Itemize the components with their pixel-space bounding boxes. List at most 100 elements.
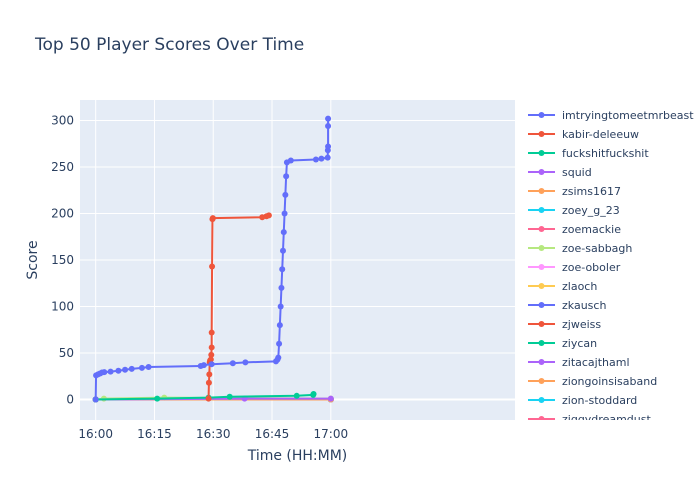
legend-label: kabir-deleeuw (562, 128, 639, 141)
data-point (242, 359, 249, 366)
legend-marker (538, 359, 545, 365)
data-point (280, 229, 287, 236)
legend-label: zitacajthaml (562, 356, 630, 369)
legend-marker (538, 397, 545, 403)
data-point (107, 368, 114, 375)
data-point (115, 367, 122, 374)
legend-marker (538, 378, 545, 384)
data-point (208, 344, 215, 351)
legend-marker (538, 188, 545, 194)
data-point (277, 303, 284, 310)
series-kabir-deleeuw (205, 212, 272, 402)
data-point (205, 379, 212, 386)
series-imtryingtomeetmrbeast (92, 115, 332, 403)
data-point (276, 322, 283, 329)
data-point (207, 356, 214, 363)
data-point (209, 215, 216, 222)
data-point (279, 266, 286, 273)
data-point (327, 395, 334, 402)
y-axis-title: Score (25, 240, 41, 279)
legend-item[interactable]: zlaoch (528, 280, 597, 293)
legend-marker (538, 340, 545, 346)
data-point (128, 365, 135, 372)
legend-item[interactable]: ziycan (528, 337, 597, 350)
legend-label: ziongoinsisaband (562, 375, 657, 388)
data-point (280, 247, 286, 254)
data-point (324, 154, 331, 161)
legend-label: zoey_g_23 (562, 204, 620, 217)
data-point (283, 173, 290, 180)
x-axis-title: Time (HH:MM) (247, 448, 348, 464)
data-point (206, 371, 213, 378)
legend-item[interactable]: zoey_g_23 (528, 204, 620, 217)
chart-title: Top 50 Player Scores Over Time (34, 35, 304, 55)
legend-item[interactable]: zoe-sabbagh (528, 242, 632, 255)
legend-marker (538, 245, 545, 251)
data-point (229, 360, 236, 367)
data-point (282, 191, 289, 198)
legend-item[interactable]: zoemackie (528, 223, 621, 236)
legend-items: imtryingtomeetmrbeast kabir-deleeuw fucksh… (528, 109, 694, 426)
x-tick-labels: 16:00 16:15 16:30 16:45 17:00 (78, 427, 348, 441)
legend-item[interactable]: zjweiss (528, 318, 601, 331)
legend-label: zoe-sabbagh (562, 242, 632, 255)
legend-marker (538, 302, 545, 308)
y-tick-labels: 0 50 100 150 200 250 300 (51, 113, 74, 406)
data-point (205, 395, 212, 402)
legend[interactable]: imtryingtomeetmrbeast kabir-deleeuw fucksh… (528, 109, 694, 426)
y-tick-label: 0 (66, 393, 74, 407)
data-point (325, 115, 332, 122)
series-layer (92, 115, 334, 403)
data-point (287, 157, 294, 164)
data-point (318, 155, 325, 162)
legend-label: zsims1617 (562, 185, 621, 198)
data-point (200, 362, 207, 369)
legend-label: zoe-oboler (562, 261, 621, 274)
data-point (226, 393, 233, 400)
data-point (293, 392, 300, 399)
legend-item[interactable]: fuckshitfuckshit (528, 147, 649, 160)
data-point (278, 284, 285, 291)
data-point (325, 123, 332, 130)
legend-marker (538, 131, 545, 137)
legend-label: zlaoch (562, 280, 597, 293)
data-point (209, 263, 216, 270)
data-point (138, 364, 145, 371)
data-point (310, 390, 317, 397)
legend-item[interactable]: zkausch (528, 299, 606, 312)
legend-item[interactable]: imtryingtomeetmrbeast (528, 109, 694, 122)
x-tick-label: 16:30 (196, 427, 231, 441)
legend-label: zoemackie (562, 223, 621, 236)
legend-item[interactable]: squid (528, 166, 592, 179)
legend-label: ziggydreamdust (562, 413, 651, 426)
legend-item[interactable]: zsims1617 (528, 185, 621, 198)
x-tick-label: 16:15 (137, 427, 172, 441)
y-tick-label: 150 (51, 253, 74, 267)
legend-item[interactable]: zion-stoddard (528, 394, 637, 407)
legend-item[interactable]: ziongoinsisaband (528, 375, 657, 388)
legend-marker (538, 207, 545, 213)
data-point (276, 340, 283, 347)
legend-item[interactable]: zoe-oboler (528, 261, 621, 274)
y-tick-label: 250 (51, 160, 74, 174)
legend-marker (538, 226, 545, 232)
legend-marker (538, 150, 545, 156)
legend-marker (538, 321, 545, 327)
legend-label: fuckshitfuckshit (562, 147, 649, 160)
legend-label: imtryingtomeetmrbeast (562, 109, 694, 122)
data-point (208, 351, 215, 358)
data-point (92, 396, 99, 403)
legend-item[interactable]: ziggydreamdust (528, 413, 651, 426)
legend-item[interactable]: kabir-deleeuw (528, 128, 639, 141)
legend-item[interactable]: zitacajthaml (528, 356, 630, 369)
data-point (275, 354, 282, 361)
data-point (265, 212, 272, 219)
data-point (101, 369, 108, 376)
legend-marker (538, 283, 545, 289)
legend-marker (538, 264, 545, 270)
x-tick-label: 16:00 (78, 427, 113, 441)
data-point (122, 366, 129, 373)
data-point (325, 143, 332, 150)
